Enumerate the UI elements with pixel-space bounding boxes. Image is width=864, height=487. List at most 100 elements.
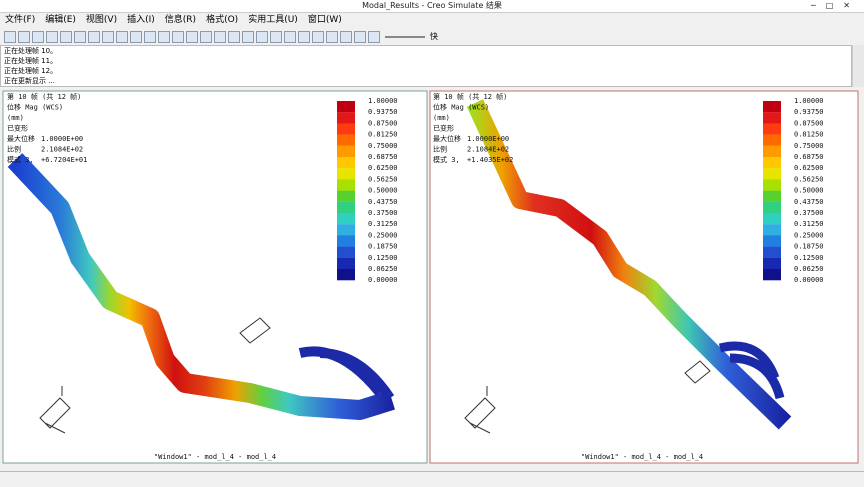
menu-item[interactable]: 窗口(W) bbox=[307, 15, 342, 25]
legend-swatch bbox=[337, 213, 355, 225]
legend-swatch bbox=[337, 257, 355, 270]
window-title: Modal_Results - Creo Simulate 结果 bbox=[362, 1, 502, 10]
legend-label: 0.25000 bbox=[794, 231, 824, 239]
toolbar-button[interactable] bbox=[284, 30, 296, 43]
toolbar-button[interactable] bbox=[130, 30, 142, 43]
legend-swatch bbox=[337, 235, 355, 247]
menu-item[interactable]: 格式(O) bbox=[206, 15, 239, 25]
toolbar-button[interactable] bbox=[144, 30, 156, 43]
info-label: (mm) bbox=[433, 114, 450, 122]
toolbar-button[interactable] bbox=[340, 30, 352, 43]
toolbar-button[interactable] bbox=[270, 30, 282, 43]
menu-item[interactable]: 视图(V) bbox=[85, 15, 118, 25]
toolbar-button[interactable] bbox=[60, 30, 72, 43]
toolbar-button[interactable] bbox=[88, 30, 100, 43]
menu-item[interactable]: 文件(F) bbox=[5, 15, 36, 25]
speed-label: 快 bbox=[430, 32, 438, 41]
speed-slider[interactable] bbox=[385, 35, 425, 38]
status-bar bbox=[0, 471, 864, 487]
legend-label: 0.31250 bbox=[794, 220, 824, 228]
legend-swatch bbox=[763, 112, 781, 124]
toolbar-button[interactable] bbox=[326, 30, 338, 43]
toolbar-button[interactable] bbox=[172, 30, 184, 43]
menu-item[interactable]: 编辑(E) bbox=[45, 15, 76, 25]
manifold bbox=[298, 346, 395, 401]
legend-label: 0.06250 bbox=[368, 265, 398, 273]
legend-swatch bbox=[337, 101, 355, 113]
legend-swatch bbox=[763, 134, 781, 146]
message-line: 正在处理帧 11。 bbox=[4, 57, 58, 65]
legend-swatch bbox=[763, 201, 781, 214]
legend-label: 1.00000 bbox=[794, 97, 824, 105]
info-label: 比例 bbox=[433, 145, 447, 154]
legend-label: 0.31250 bbox=[368, 220, 398, 228]
toolbar-button[interactable] bbox=[102, 30, 114, 43]
legend-label: 0.50000 bbox=[794, 187, 824, 195]
legend-swatch bbox=[337, 157, 355, 169]
info-label: 第 10 帧 (共 12 帧) bbox=[433, 92, 507, 101]
legend-swatch bbox=[337, 134, 355, 146]
toolbar-button[interactable] bbox=[298, 30, 310, 43]
toolbar-button[interactable] bbox=[18, 30, 30, 43]
legend-label: 0.56250 bbox=[794, 175, 824, 183]
legend-label: 0.68750 bbox=[368, 153, 398, 161]
toolbar-button[interactable] bbox=[46, 30, 58, 43]
toolbar-button[interactable] bbox=[158, 30, 170, 43]
legend-swatch bbox=[337, 269, 355, 281]
legend-label: 0.87500 bbox=[794, 119, 824, 127]
legend-label: 0.18750 bbox=[794, 243, 824, 251]
info-label: 第 10 帧 (共 12 帧) bbox=[7, 92, 81, 101]
toolbar-button[interactable] bbox=[242, 30, 254, 43]
legend-swatch bbox=[763, 101, 781, 113]
legend-swatch bbox=[337, 145, 355, 158]
menu-item[interactable]: 插入(I) bbox=[127, 15, 155, 25]
legend-swatch bbox=[337, 168, 355, 180]
info-value: 2.1084E+02 bbox=[467, 146, 509, 154]
toolbar-button[interactable] bbox=[228, 30, 240, 43]
toolbar-button[interactable] bbox=[116, 30, 128, 43]
info-label: 最大位移 bbox=[7, 134, 35, 143]
legend-swatch bbox=[763, 179, 781, 191]
toolbar-button[interactable] bbox=[32, 30, 44, 43]
message-line: 正在处理帧 10。 bbox=[4, 47, 58, 55]
legend-label: 0.93750 bbox=[794, 108, 824, 116]
legend-label: 0.43750 bbox=[794, 198, 824, 206]
pipe-model bbox=[7, 153, 395, 420]
legend-label: 0.93750 bbox=[368, 108, 398, 116]
legend-label: 0.56250 bbox=[368, 175, 398, 183]
message-log: 正在处理帧 10。 正在处理帧 11。 正在处理帧 12。 正在更新显示 ... bbox=[0, 45, 852, 87]
legend-label: 0.00000 bbox=[794, 276, 824, 284]
legend-label: 0.62500 bbox=[794, 164, 824, 172]
manifold bbox=[718, 341, 785, 400]
legend-swatch bbox=[763, 269, 781, 281]
info-value: 1.0000E+00 bbox=[467, 135, 509, 143]
toolbar-button[interactable] bbox=[4, 30, 16, 43]
toolbar-button[interactable] bbox=[354, 30, 366, 43]
toolbar-button[interactable] bbox=[256, 30, 268, 43]
legend-label: 0.12500 bbox=[794, 254, 824, 262]
info-value: 1.0000E+00 bbox=[41, 135, 83, 143]
legend-swatch bbox=[763, 257, 781, 270]
legend-label: 0.75000 bbox=[368, 142, 398, 150]
scrollbar[interactable] bbox=[852, 45, 864, 87]
message-line: 正在更新显示 ... bbox=[4, 77, 55, 85]
legend-swatch bbox=[763, 190, 781, 202]
toolbar-button[interactable] bbox=[200, 30, 212, 43]
toolbar-button[interactable] bbox=[74, 30, 86, 43]
toolbar-button[interactable] bbox=[312, 30, 324, 43]
toolbar-button[interactable] bbox=[186, 30, 198, 43]
menu-item[interactable]: 实用工具(U) bbox=[248, 15, 298, 25]
window-buttons[interactable]: ─□✕ bbox=[810, 1, 860, 10]
legend-label: 0.75000 bbox=[794, 142, 824, 150]
menu-item[interactable]: 信息(R) bbox=[164, 15, 197, 25]
legend-label: 0.06250 bbox=[794, 265, 824, 273]
legend-label: 1.00000 bbox=[368, 97, 398, 105]
info-label: (mm) bbox=[7, 114, 24, 122]
legend-swatch bbox=[337, 246, 355, 258]
message-line: 正在处理帧 12。 bbox=[4, 67, 58, 75]
toolbar-button[interactable] bbox=[368, 30, 380, 43]
toolbar-button[interactable] bbox=[214, 30, 226, 43]
legend-swatch bbox=[763, 224, 781, 236]
legend-swatch bbox=[337, 123, 355, 135]
